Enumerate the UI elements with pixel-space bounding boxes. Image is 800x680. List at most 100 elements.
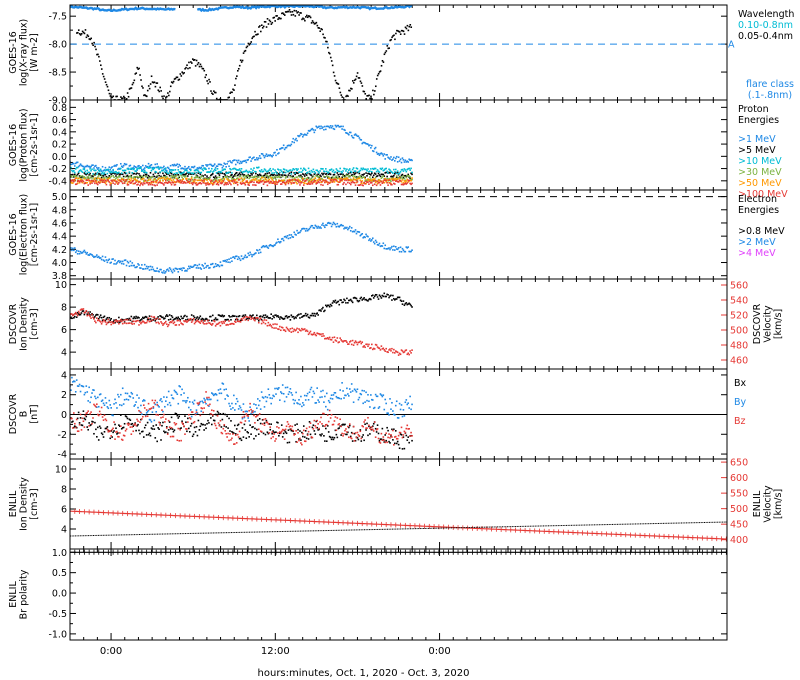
series-point [84, 418, 87, 421]
series-point [182, 323, 184, 326]
series-point [217, 179, 220, 181]
series-point [310, 169, 313, 172]
series-point [95, 177, 97, 179]
series-point [354, 297, 357, 299]
series-point [266, 155, 269, 158]
series-point [175, 172, 178, 174]
series-point [404, 349, 407, 352]
series-point [392, 179, 394, 182]
series-point [114, 164, 116, 167]
series-point [73, 247, 76, 249]
series-point [360, 233, 363, 236]
series-point [401, 157, 404, 159]
series-point [196, 183, 199, 186]
reference-label: A [728, 40, 735, 51]
series-point [177, 169, 180, 171]
series-point [324, 179, 326, 182]
series-point [189, 169, 192, 172]
series-point [147, 433, 150, 436]
series-point [332, 179, 335, 181]
series-point [384, 51, 387, 54]
series-point [212, 419, 215, 422]
series-point [233, 89, 235, 91]
series-point [387, 429, 389, 432]
series-point [382, 173, 385, 176]
series-point [325, 175, 328, 177]
series-point [142, 176, 144, 178]
series-point [215, 323, 218, 326]
series-point [272, 168, 274, 170]
series-point [354, 78, 357, 81]
series-point [392, 294, 394, 297]
series-point [128, 165, 131, 167]
series-point [249, 180, 251, 183]
series-point [384, 168, 387, 170]
series-point [85, 412, 88, 415]
series-point [206, 182, 208, 184]
series-point [160, 167, 162, 169]
series-point [142, 268, 144, 270]
series-point [371, 428, 373, 431]
series-point [294, 424, 296, 426]
series-point [282, 329, 285, 331]
series-point [351, 339, 354, 342]
series-point [366, 143, 368, 145]
series-point [359, 429, 362, 431]
series-point [149, 83, 152, 85]
series-point [237, 256, 240, 258]
series-point [363, 297, 365, 299]
series-point [364, 176, 366, 179]
series-point [320, 333, 322, 335]
series-point [389, 398, 391, 400]
series-point [331, 64, 334, 67]
series-point [347, 228, 349, 231]
series-point [296, 327, 298, 330]
series-point [117, 432, 119, 434]
series-point [337, 170, 340, 173]
series-point [309, 172, 312, 175]
series-point [351, 174, 354, 176]
series-point [176, 76, 179, 79]
series-point [123, 97, 126, 99]
series-point [121, 173, 124, 176]
series-point [330, 177, 333, 179]
series-point [356, 436, 359, 439]
series-point [344, 226, 346, 229]
series-point [73, 313, 75, 316]
series-point [364, 92, 367, 95]
series-point [112, 182, 114, 184]
series-point [75, 175, 78, 178]
series-point [295, 176, 297, 179]
series-point [266, 396, 269, 399]
series-point [111, 171, 113, 174]
series-point [108, 316, 111, 319]
series-point [344, 177, 346, 180]
series-point [219, 170, 222, 173]
series-point [98, 425, 101, 428]
series-point [259, 315, 262, 317]
series-point [293, 402, 296, 405]
series-point [330, 225, 333, 228]
series-point [147, 265, 150, 268]
series-point [147, 174, 150, 177]
series-point [240, 439, 243, 442]
series-point [291, 327, 294, 330]
series-point [265, 26, 268, 28]
series-point [282, 432, 285, 435]
series-point [230, 176, 232, 178]
series-point [211, 415, 214, 417]
series-point [233, 167, 236, 170]
series-point [84, 29, 87, 31]
series-point [370, 178, 372, 180]
series-point [201, 264, 204, 266]
right-axis-label-line: [km/s] [773, 309, 784, 339]
series-point [244, 410, 247, 413]
series-point [110, 173, 112, 176]
series-point [227, 96, 230, 99]
series-point [313, 180, 316, 182]
series-point [191, 181, 194, 184]
series-point [368, 239, 370, 242]
y-axis-label-line: GOES-16 [8, 213, 19, 255]
series-point [408, 407, 410, 409]
series-point [306, 171, 309, 174]
